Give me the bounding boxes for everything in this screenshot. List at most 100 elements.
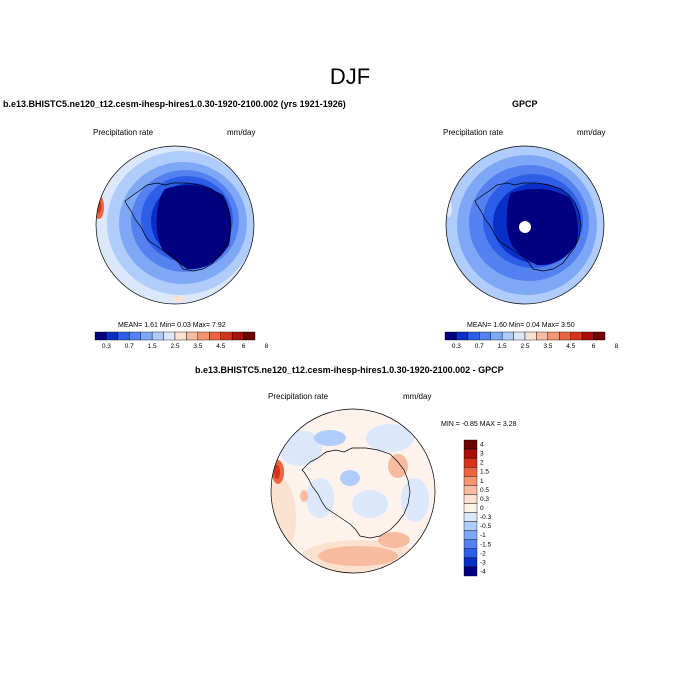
colorbar-swatch <box>186 331 199 341</box>
panel1-stats: MEAN= 1.61 Min= 0.03 Max= 7.92 <box>118 322 226 329</box>
colorbar-swatch <box>209 331 221 341</box>
colorbar-tick-label: -4 <box>480 568 486 575</box>
colorbar-swatch <box>117 331 130 341</box>
colorbar-tick-label: 8 <box>615 343 619 350</box>
colorbar-tick-label: 4 <box>480 442 484 449</box>
colorbar-swatch <box>513 331 526 341</box>
panel3-left-label: Precipitation rate <box>268 392 329 401</box>
colorbar-tick-label: -2 <box>480 550 486 557</box>
colorbar-swatch <box>463 494 478 504</box>
panel1-map <box>95 145 255 305</box>
panel1-max-label: Max= <box>192 322 211 329</box>
panel2-mean-label: MEAN= <box>467 322 492 329</box>
colorbar-tick-label: 1.5 <box>148 343 157 350</box>
panel1-title: b.e13.BHISTC5.ne120_t12.cesm-ihesp-hires… <box>3 99 346 109</box>
colorbar-swatch <box>163 331 176 341</box>
panel1-mean-value: 1.61 <box>144 322 158 329</box>
figure-title: DJF <box>329 64 371 89</box>
colorbar-swatch <box>559 331 571 341</box>
colorbar-swatch <box>490 331 503 341</box>
panel3-colorbar: 4 3 2 1.5 1 0.5 0.3 0 -0.3 -0.5 -1 -1.5 -2 -3 -4 <box>463 439 492 577</box>
colorbar-swatch <box>524 331 537 341</box>
colorbar-tick-label: -0.3 <box>480 514 492 521</box>
panel2-mean-value: 1.60 <box>493 322 507 329</box>
panel1-left-label: Precipitation rate <box>93 128 154 137</box>
colorbar-swatch <box>463 566 478 577</box>
colorbar-swatch <box>570 331 583 341</box>
colorbar-swatch <box>463 530 478 540</box>
colorbar-tick-label: 6 <box>592 343 596 350</box>
panel2-colorbar: 0.3 0.7 1.5 2.5 3.5 4.5 6 8 <box>444 331 619 350</box>
colorbar-swatch <box>106 331 119 341</box>
panel2-right-label: mm/day <box>577 128 606 137</box>
panel1-coastline <box>124 182 232 272</box>
panel1-map-border <box>95 145 255 305</box>
colorbar-swatch <box>220 331 233 341</box>
panel1-right-label: mm/day <box>227 128 256 137</box>
colorbar-tick-label: -3 <box>480 559 486 566</box>
colorbar-swatch <box>197 331 210 341</box>
colorbar-swatch <box>593 331 606 341</box>
colorbar-tick-label: 0.7 <box>125 343 134 350</box>
colorbar-swatch <box>151 331 164 341</box>
colorbar-swatch <box>479 331 491 341</box>
colorbar-swatch <box>463 457 478 468</box>
colorbar-tick-label: 4.5 <box>566 343 575 350</box>
colorbar-tick-label: 2.5 <box>520 343 529 350</box>
colorbar-swatch <box>463 448 478 459</box>
panel2-max-value: 3.50 <box>561 322 575 329</box>
colorbar-swatch <box>463 521 478 531</box>
colorbar-tick-label: -1 <box>480 532 486 539</box>
colorbar-swatch <box>231 331 244 341</box>
panel2-left-label: Precipitation rate <box>443 128 504 137</box>
panel3-min-label: MIN = <box>441 421 460 428</box>
colorbar-swatch <box>463 485 478 495</box>
panel2-map-border <box>445 145 605 305</box>
colorbar-tick-label: -1.5 <box>480 541 492 548</box>
colorbar-tick-label: 0 <box>480 505 484 512</box>
colorbar-tick-label: 0.3 <box>480 496 489 503</box>
panel3-map <box>270 408 436 574</box>
panel1-field <box>96 146 254 304</box>
colorbar-swatch <box>463 557 478 568</box>
panel3-max-value: 3.28 <box>502 421 517 428</box>
panel1-min-label: Min= <box>159 322 176 329</box>
colorbar-tick-label: -0.5 <box>480 523 492 530</box>
panel3-coastline <box>301 447 411 539</box>
colorbar-swatch <box>467 331 480 341</box>
colorbar-swatch <box>463 439 478 450</box>
panel2-min-value: 0.04 <box>526 322 540 329</box>
colorbar-swatch <box>456 331 469 341</box>
colorbar-swatch <box>243 331 256 341</box>
colorbar-tick-label: 1.5 <box>480 469 489 476</box>
colorbar-tick-label: 3 <box>480 451 484 458</box>
colorbar-swatch <box>463 548 478 559</box>
panel2-min-label: Min= <box>508 322 525 329</box>
colorbar-tick-label: 1 <box>480 478 484 485</box>
panel3-min-value: -0.85 <box>461 421 478 428</box>
colorbar-swatch <box>463 476 478 486</box>
panel1-mean-label: MEAN= <box>118 322 143 329</box>
colorbar-tick-label: 2.5 <box>170 343 179 350</box>
panel2-field <box>446 146 604 304</box>
colorbar-tick-label: 4.5 <box>216 343 225 350</box>
colorbar-tick-label: 6 <box>242 343 246 350</box>
panel3-max-label: MAX = <box>479 421 501 428</box>
panel3-map-border <box>270 408 436 574</box>
colorbar-swatch <box>174 331 187 341</box>
panel1-colorbar: 0.3 0.7 1.5 2.5 3.5 4.5 6 8 <box>94 331 269 350</box>
panel3-title: b.e13.BHISTC5.ne120_t12.cesm-ihesp-hires… <box>195 365 504 375</box>
panel2-stats: MEAN= 1.60 Min= 0.04 Max= 3.50 <box>467 322 575 329</box>
colorbar-swatch <box>129 331 141 341</box>
panel2-max-label: Max= <box>541 322 560 329</box>
colorbar-tick-label: 0.3 <box>102 343 111 350</box>
colorbar-tick-label: 3.5 <box>543 343 552 350</box>
colorbar-tick-label: 0.7 <box>475 343 484 350</box>
colorbar-swatch <box>463 467 478 477</box>
panel1-max-value: 7.92 <box>212 322 226 329</box>
colorbar-tick-label: 0.5 <box>480 487 489 494</box>
colorbar-swatch <box>463 539 478 549</box>
colorbar-swatch <box>501 331 514 341</box>
colorbar-swatch <box>536 331 549 341</box>
colorbar-tick-label: 1.5 <box>498 343 507 350</box>
